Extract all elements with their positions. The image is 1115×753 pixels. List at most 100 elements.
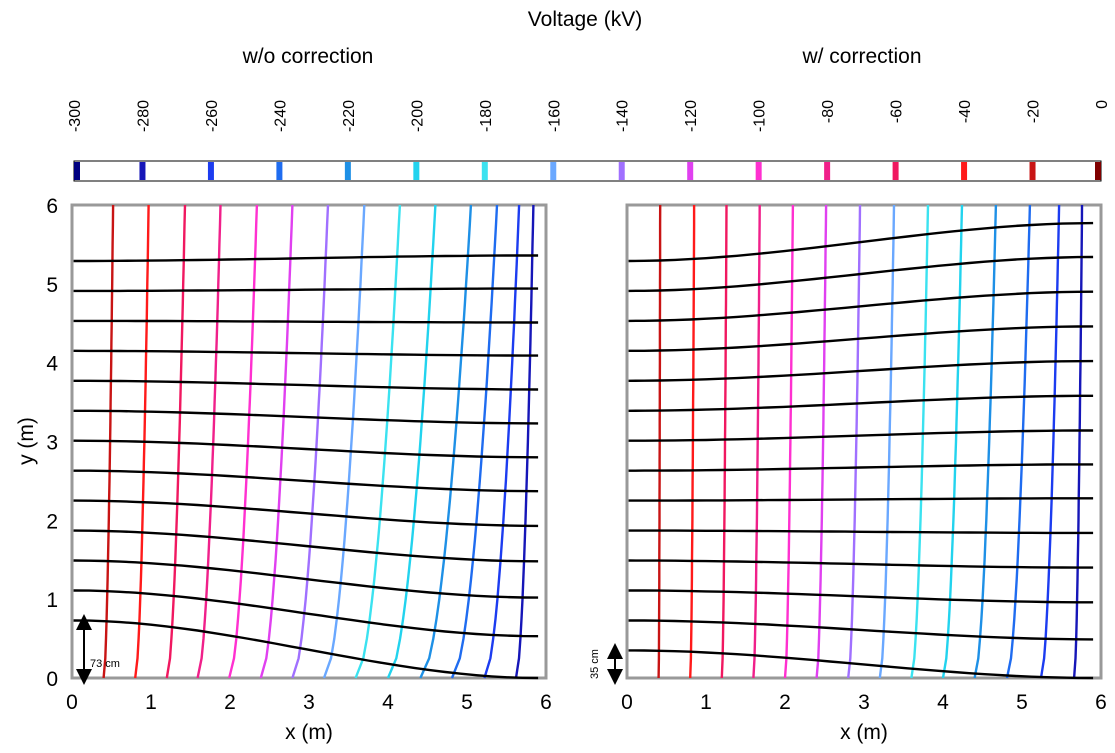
field-line — [628, 255, 1094, 293]
colorbar-tick-label: -120 — [683, 100, 700, 132]
equipotential-line — [689, 205, 696, 679]
equipotential-line — [450, 204, 499, 679]
x-tick-label: 5 — [1016, 691, 1028, 714]
colorbar-swatch — [755, 162, 762, 180]
equipotential-line — [514, 204, 535, 679]
equipotential-line — [228, 204, 259, 679]
y-tick-label: 5 — [46, 274, 58, 297]
colorbar-tick-label: -80 — [820, 100, 837, 123]
colorbar-tick-label: -100 — [752, 100, 769, 132]
field-line — [628, 290, 1094, 323]
x-axis-label: x (m) — [840, 721, 888, 744]
field-line — [73, 287, 539, 293]
equipotential-line — [386, 204, 437, 679]
equipotential-line — [973, 204, 998, 679]
colorbar-tick-label: -200 — [409, 100, 426, 132]
colorbar-swatch — [1029, 162, 1036, 180]
y-tick-label: 0 — [46, 668, 58, 691]
colorbar-swatch — [687, 162, 694, 180]
field-line — [73, 349, 539, 357]
colorbar-swatch — [276, 162, 283, 180]
equipotential-line — [259, 204, 294, 679]
x-tick-label: 5 — [461, 691, 473, 714]
x-tick-label: 0 — [66, 691, 78, 714]
colorbar-tick-label: -60 — [889, 100, 906, 123]
equipotential-line — [354, 204, 402, 679]
equipotential-line — [165, 204, 187, 679]
colorbar-tick-label: -220 — [341, 100, 358, 132]
field-line — [628, 429, 1094, 442]
field-line — [73, 439, 539, 459]
colorbar-swatch — [344, 162, 351, 180]
colorbar-title: Voltage (kV) — [528, 8, 642, 31]
colorbar-tick-label: -300 — [67, 100, 84, 132]
colorbar-tick-label: -20 — [1026, 100, 1043, 123]
field-line — [73, 499, 539, 528]
colorbar-tick-label: -180 — [478, 100, 495, 132]
y-tick-label: 1 — [46, 589, 58, 612]
field-line — [73, 529, 539, 563]
colorbar-tick-label: -280 — [135, 100, 152, 132]
colorbar-frame — [73, 160, 1102, 182]
field-line — [628, 589, 1094, 604]
panel-2-title: w/ correction — [801, 45, 921, 68]
x-tick-label: 4 — [937, 691, 949, 714]
equipotential-line — [847, 204, 862, 679]
equipotential-line — [483, 204, 521, 679]
equipotential-line — [419, 204, 473, 679]
equipotential-line — [1039, 204, 1061, 679]
field-line — [73, 589, 539, 638]
x-axis-label: x (m) — [285, 721, 333, 744]
gap-annotation: 73 cm — [90, 658, 120, 670]
colorbar-swatch — [207, 162, 214, 180]
equipotential-line — [1005, 204, 1032, 679]
field-line — [628, 325, 1094, 352]
colorbar-swatch — [618, 162, 625, 180]
plot-frame — [625, 203, 1103, 680]
colorbar-swatch — [413, 162, 420, 180]
colorbar-swatch — [961, 162, 968, 180]
x-tick-label: 6 — [1095, 691, 1107, 714]
field-line — [628, 529, 1094, 535]
colorbar-swatch — [824, 162, 831, 180]
x-tick-label: 6 — [540, 691, 552, 714]
x-tick-label: 0 — [621, 691, 633, 714]
field-line — [628, 394, 1094, 412]
colorbar-swatch — [139, 162, 146, 180]
field-line — [628, 559, 1094, 569]
equipotential-line — [815, 204, 828, 679]
y-tick-label: 3 — [46, 432, 58, 455]
equipotential-line — [1072, 204, 1084, 679]
y-tick-label: 4 — [46, 353, 58, 376]
colorbar-swatch — [481, 162, 488, 180]
x-tick-label: 2 — [779, 691, 791, 714]
equipotential-line — [878, 204, 896, 679]
gap-annotation: 35 cm — [589, 649, 601, 679]
colorbar: -300 -280 -260 -240 -220 -200 -180 -160 -140 -120… — [67, 100, 1111, 182]
field-line — [628, 221, 1094, 263]
field-line — [73, 409, 539, 425]
colorbar-tick-label: -40 — [957, 100, 974, 123]
colorbar-tick-label: -260 — [204, 100, 221, 132]
equipotential-line — [291, 204, 330, 679]
colorbar-tick-label: -240 — [272, 100, 289, 132]
y-tick-label: 6 — [46, 195, 58, 218]
x-tick-label: 1 — [700, 691, 712, 714]
field-line — [73, 319, 539, 324]
x-tick-label: 4 — [382, 691, 394, 714]
colorbar-swatch — [892, 162, 899, 180]
field-line — [73, 254, 539, 263]
field-line — [628, 619, 1094, 641]
panel-without-correction: 0 1 2 3 4 5 6 0 1 2 3 4 5 6 x (m) y (m) 73 cm — [15, 195, 552, 744]
field-line — [73, 469, 539, 493]
colorbar-swatch — [550, 162, 557, 180]
x-tick-label: 3 — [858, 691, 870, 714]
colorbar-swatch — [74, 162, 80, 180]
panel-with-correction: 0 1 2 3 4 5 6 x (m) 35 cm — [589, 203, 1107, 744]
y-tick-label: 2 — [46, 510, 58, 533]
field-line — [628, 463, 1094, 472]
field-line — [73, 619, 539, 680]
x-tick-label: 2 — [224, 691, 236, 714]
panel-1-title: w/o correction — [242, 45, 374, 68]
